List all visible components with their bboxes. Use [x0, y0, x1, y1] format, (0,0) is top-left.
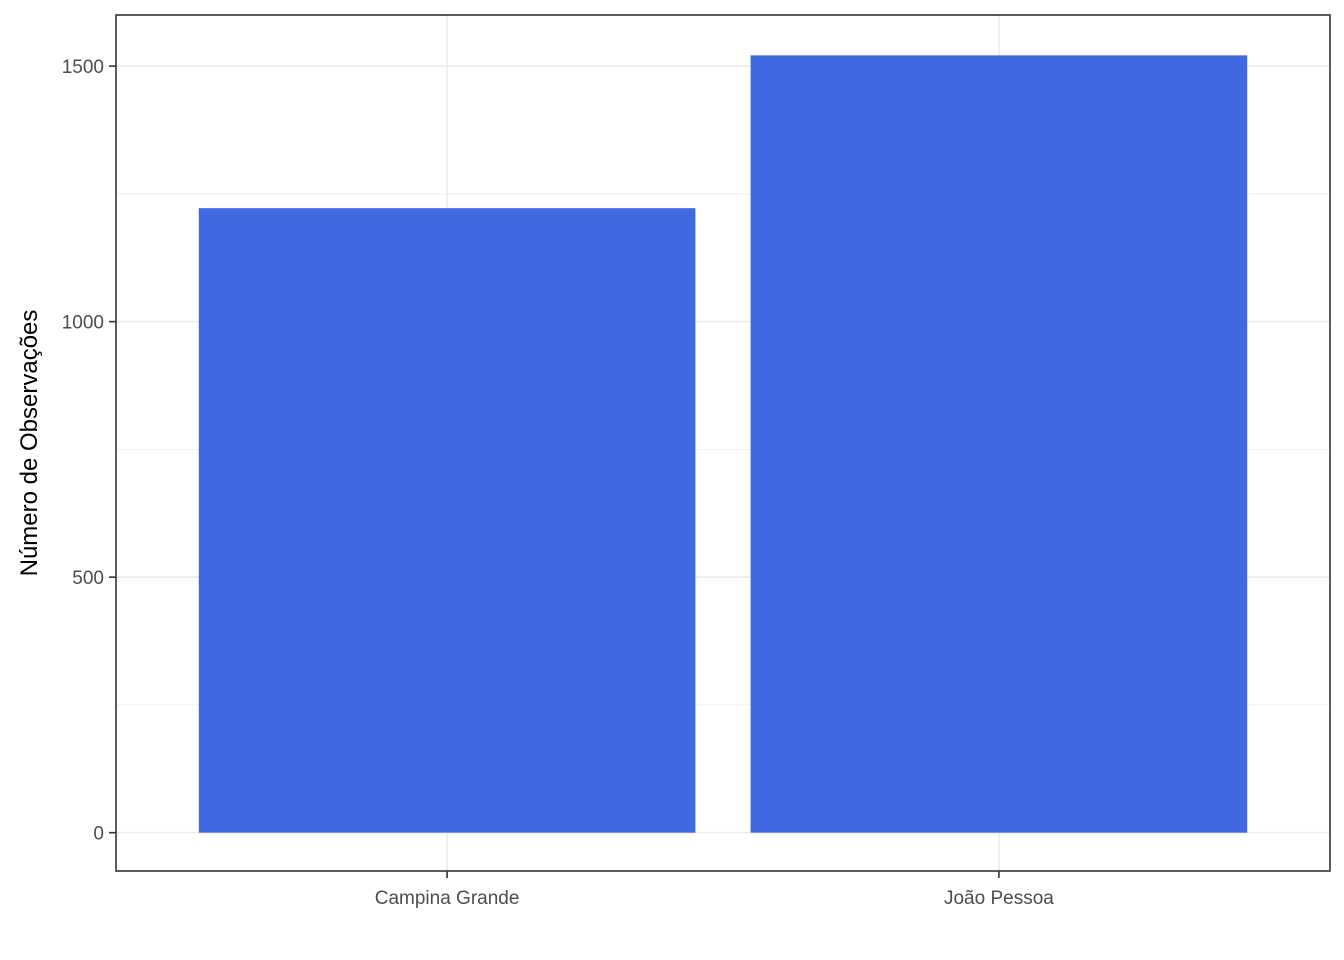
axis-ticks: 0 500 1000 1500 Campina Grande João Pessoa	[62, 57, 1055, 909]
bars	[198, 55, 1248, 833]
plot-border	[115, 14, 1331, 872]
y-tick-label: 1000	[62, 313, 104, 334]
y-tick-label: 0	[93, 824, 104, 845]
y-tick-label: 1500	[62, 57, 104, 78]
bar	[750, 55, 1248, 833]
bar	[198, 208, 696, 833]
x-tick-label: João Pessoa	[944, 888, 1054, 909]
x-tick-label: Campina Grande	[375, 888, 520, 909]
y-axis-title: Número de Observações	[16, 310, 43, 577]
y-tick-label: 500	[72, 568, 104, 589]
